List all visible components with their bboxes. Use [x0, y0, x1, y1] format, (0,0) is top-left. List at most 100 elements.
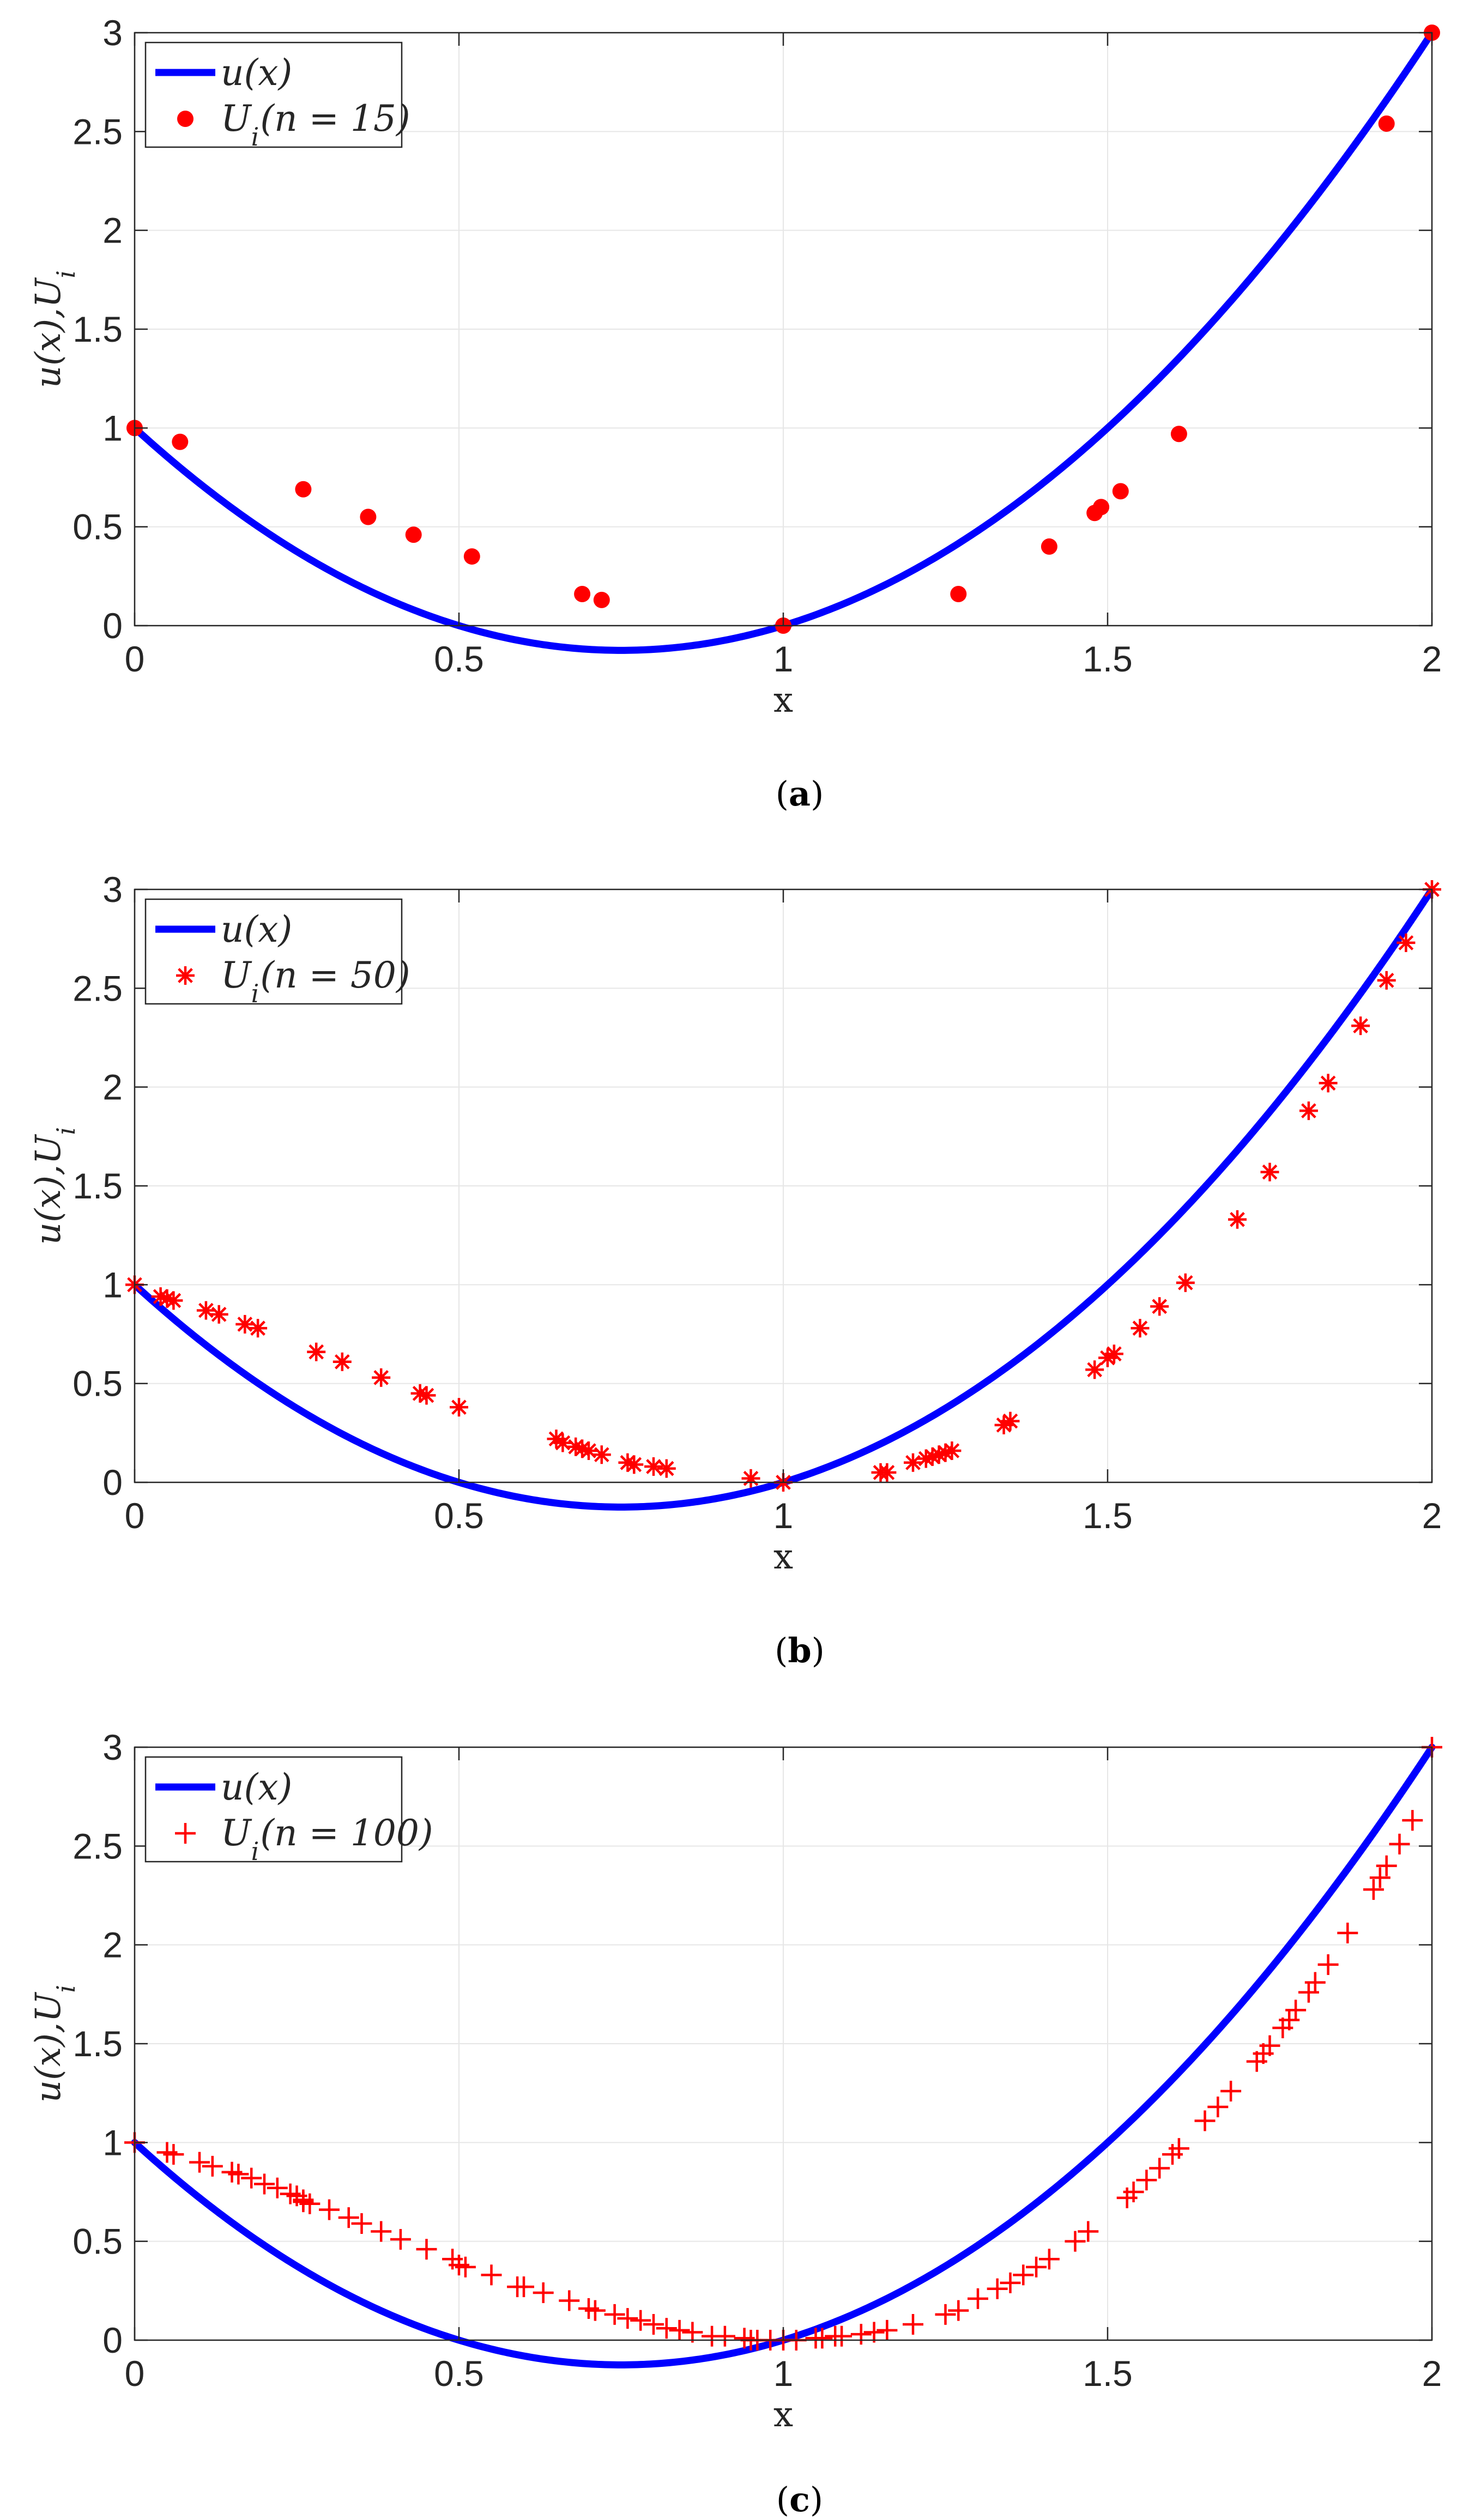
data-point: [1260, 1162, 1279, 1182]
y-tick-label: 1.5: [72, 2024, 123, 2064]
data-point: [332, 1352, 352, 1371]
data-point: [463, 548, 480, 565]
data-point: [163, 2144, 184, 2165]
y-tick-label: 0.5: [72, 2221, 123, 2262]
data-point: [1123, 2182, 1144, 2202]
legend-box: [144, 41, 403, 148]
data-point: [1304, 1972, 1326, 1993]
x-tick-label: 0: [125, 1495, 145, 1536]
data-point: [307, 1342, 326, 1361]
data-point: [390, 2229, 411, 2250]
x-tick-label: 0.5: [434, 2353, 484, 2394]
legend-box: [144, 1756, 403, 1863]
y-axis-label: u(x),Ui: [28, 270, 81, 388]
data-point: [371, 2221, 392, 2242]
y-tick-label: 1: [102, 1264, 123, 1305]
y-axis-label: u(x),Ui: [28, 1985, 81, 2103]
data-point: [1176, 1273, 1195, 1292]
data-point: [1194, 2110, 1216, 2131]
data-point: [533, 2282, 554, 2303]
data-point: [878, 1463, 897, 1482]
data-point: [1317, 1954, 1339, 1975]
y-tick-label: 2.5: [72, 1826, 123, 1866]
data-point: [360, 508, 377, 525]
x-tick-label: 2: [1422, 639, 1442, 679]
data-point: [319, 2199, 340, 2220]
data-point: [1038, 2249, 1060, 2270]
data-point: [1207, 2097, 1229, 2118]
data-point: [579, 1441, 598, 1460]
x-tick-label: 1: [773, 1495, 794, 1536]
y-tick-label: 3: [102, 1727, 123, 1767]
data-point: [1001, 1412, 1020, 1431]
data-point: [987, 2278, 1008, 2299]
data-point: [1168, 2138, 1189, 2159]
data-point: [202, 2155, 223, 2177]
data-point: [714, 2325, 735, 2347]
legend-entry-u: u(x): [221, 908, 292, 950]
data-point: [416, 2239, 437, 2260]
data-point: [1259, 2035, 1280, 2056]
data-point: [682, 2322, 703, 2343]
data-point: [1026, 2256, 1047, 2277]
data-point: [481, 2264, 502, 2286]
chart-panel-a: 0 0.5 1 1.5 2 0 0.5 1 1.5 2 2.5 3 x u(x),Ui u(x)Ui(n =…: [28, 13, 1442, 814]
data-point: [1285, 2000, 1307, 2021]
panel-caption: (c): [776, 2480, 823, 2517]
data-point: [254, 2173, 275, 2195]
data-point: [295, 481, 312, 498]
data-point: [189, 2152, 210, 2173]
data-point: [1013, 2264, 1034, 2286]
y-tick-label: 3: [102, 13, 123, 53]
y-tick-label: 2: [102, 1925, 123, 1965]
data-point: [228, 2164, 249, 2185]
data-point: [625, 1455, 644, 1474]
legend-box: [144, 898, 403, 1005]
y-tick-label: 2: [102, 1067, 123, 1107]
data-point: [1104, 1344, 1123, 1364]
data-point: [656, 2318, 677, 2339]
y-tick-label: 0: [102, 1462, 123, 1503]
data-point: [1228, 1210, 1247, 1229]
data-point: [164, 1291, 183, 1310]
data-point: [968, 2288, 988, 2309]
data-point: [1150, 1297, 1169, 1316]
x-tick-label: 0: [125, 639, 145, 679]
data-point: [1351, 1016, 1370, 1035]
data-point: [850, 2324, 872, 2345]
data-point: [299, 2193, 321, 2214]
x-tick-label: 1: [773, 2353, 794, 2394]
data-point: [351, 2213, 372, 2234]
x-tick-label: 0.5: [434, 639, 484, 679]
data-point: [1136, 2170, 1157, 2191]
x-tick-label: 0: [125, 2353, 145, 2394]
data-point: [1078, 2221, 1099, 2242]
data-point: [903, 2313, 923, 2335]
data-point: [592, 1445, 611, 1464]
data-point: [948, 2300, 969, 2321]
data-point: [1112, 483, 1129, 500]
data-point: [209, 1305, 228, 1324]
x-tick-label: 1.5: [1083, 639, 1133, 679]
data-point: [1093, 499, 1110, 516]
data-point: [1363, 1879, 1384, 1900]
data-point: [235, 1314, 255, 1334]
data-point: [831, 2325, 853, 2347]
x-axis-label: x: [773, 680, 793, 720]
y-tick-label: 0: [102, 605, 123, 646]
data-point: [241, 2167, 262, 2189]
chart-panel-b: 0 0.5 1 1.5 2 0 0.5 1 1.5 2 2.5 3 x u(x),Ui u(x)Ui(n =…: [28, 869, 1442, 1670]
data-point: [1378, 115, 1395, 132]
data-point: [1337, 1922, 1358, 1943]
data-point: [1396, 933, 1416, 952]
y-tick-label: 1: [102, 2122, 123, 2162]
legend-entry-ui: Ui(n = 15): [221, 98, 410, 152]
x-axis-label: x: [773, 1537, 793, 1577]
x-tick-label: 1.5: [1083, 2353, 1133, 2394]
legend-marker-swatch: [177, 111, 194, 127]
data-point: [455, 2256, 476, 2277]
data-point: [1085, 1360, 1104, 1379]
data-point: [876, 2319, 898, 2341]
